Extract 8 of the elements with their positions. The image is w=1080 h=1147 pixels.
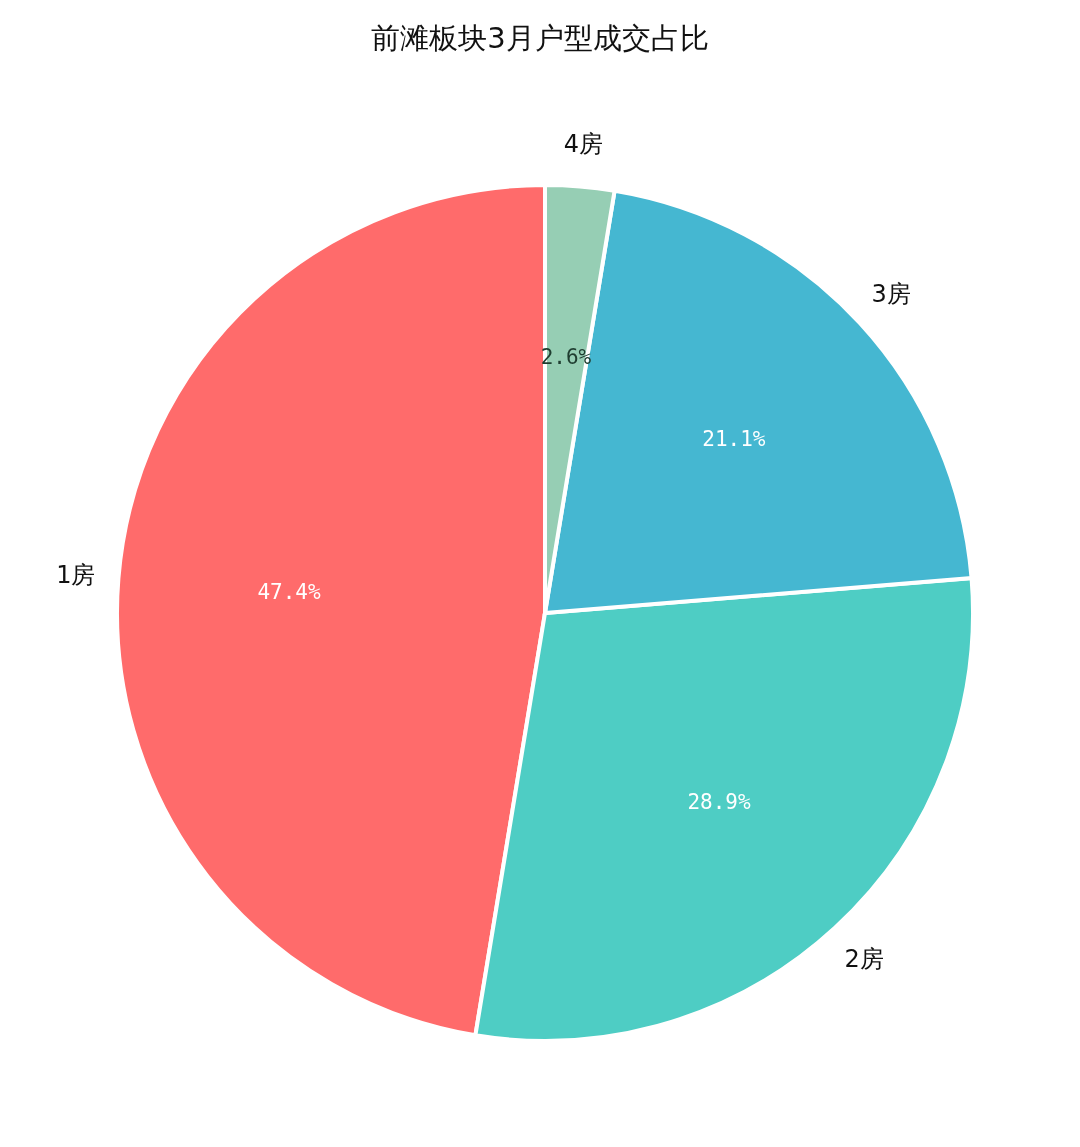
chart-title: 前滩板块3月户型成交占比 <box>371 21 709 55</box>
data-label: 28.9% <box>687 789 751 814</box>
slice-label: 4房 <box>563 129 604 158</box>
data-label: 47.4% <box>257 580 322 605</box>
data-label: 21.1% <box>702 426 766 451</box>
slice-label: 2房 <box>844 945 884 974</box>
slice-label: 1房 <box>56 560 96 589</box>
slice-label: 3房 <box>871 279 911 308</box>
